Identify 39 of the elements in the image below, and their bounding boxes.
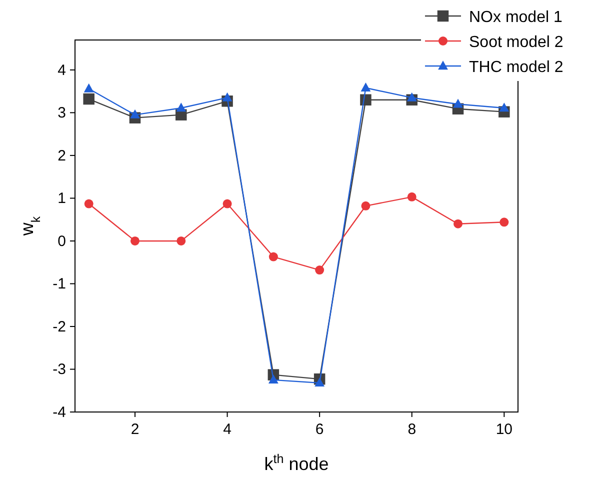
- point: [176, 102, 186, 112]
- point: [222, 199, 232, 208]
- y-tick-label: -4: [52, 404, 66, 421]
- y-tick-label: 2: [58, 147, 66, 164]
- point: [84, 199, 94, 208]
- point: [268, 252, 278, 262]
- point: [130, 109, 140, 118]
- y-tick-label: 0: [58, 232, 66, 250]
- point: [314, 378, 325, 387]
- point: [222, 92, 232, 102]
- x-tick-label: 10: [496, 421, 512, 438]
- point: [176, 236, 186, 246]
- point: [268, 374, 278, 384]
- point: [361, 201, 370, 210]
- point: [500, 218, 509, 227]
- y-tick-label: 4: [58, 62, 66, 79]
- y-tick-label: -1: [52, 276, 66, 293]
- point: [499, 102, 510, 112]
- legend-label: Soot model 2: [469, 34, 564, 51]
- point: [84, 83, 94, 92]
- y-tick-label: 3: [58, 104, 66, 122]
- legend-label: NOx model 1: [469, 9, 562, 26]
- point: [83, 93, 94, 105]
- point: [130, 236, 140, 246]
- point: [315, 266, 324, 275]
- x-tick-label: 4: [223, 421, 232, 438]
- point: [360, 82, 371, 92]
- point: [453, 98, 463, 108]
- point: [407, 192, 416, 202]
- x-tick-label: 8: [408, 421, 416, 438]
- y-tick-label: -2: [52, 318, 66, 336]
- x-tick-label: 2: [130, 421, 140, 438]
- y-tick-label: 1: [58, 190, 66, 208]
- legend-label: THC model 2: [469, 59, 564, 76]
- point: [406, 92, 417, 102]
- x-tick-label: 6: [315, 421, 324, 438]
- y-tick-label: -3: [52, 361, 66, 378]
- point: [454, 219, 463, 228]
- x-axis-title: k$^{th}$ node: [264, 452, 329, 474]
